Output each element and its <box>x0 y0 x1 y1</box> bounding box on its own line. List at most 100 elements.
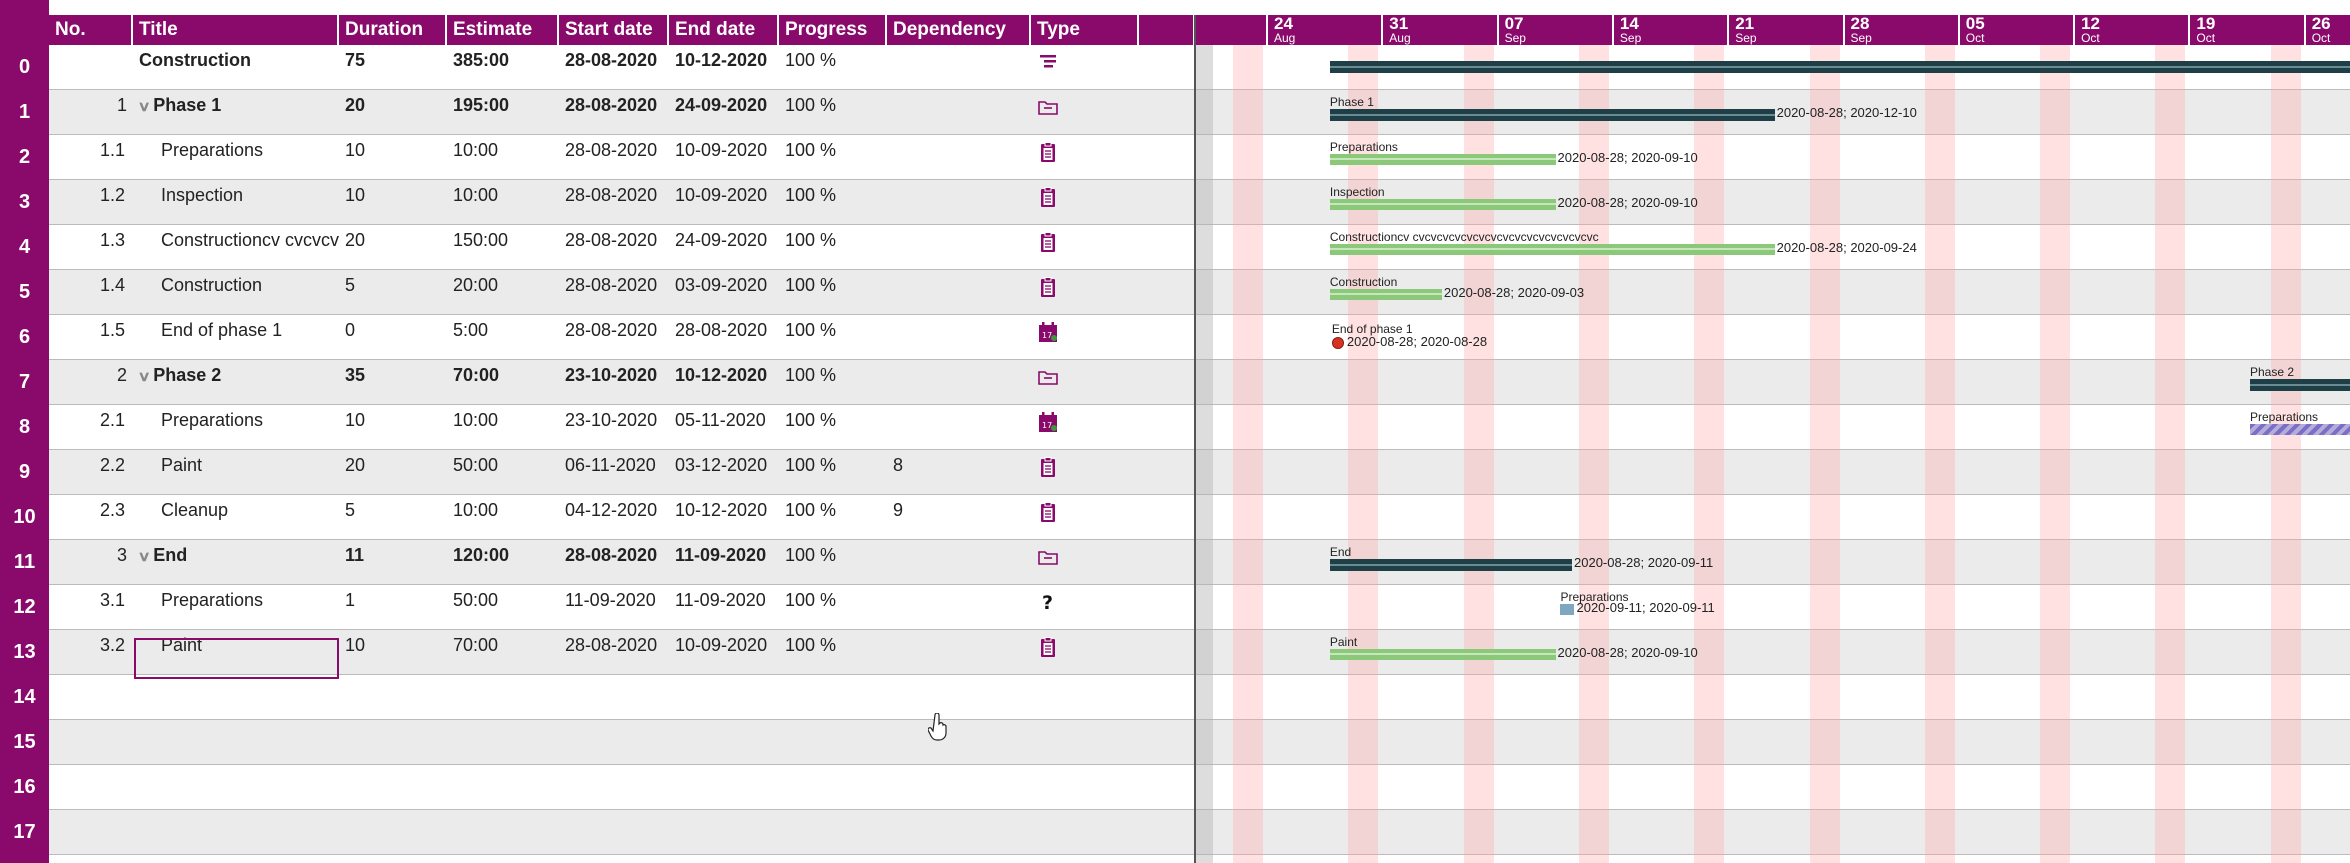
table-row[interactable]: Construction 75 385:00 28-08-2020 10-12-2020… <box>49 45 1195 90</box>
task-duration[interactable]: 10 <box>345 140 366 160</box>
task-type[interactable] <box>1031 270 1139 315</box>
table-row[interactable]: 1.4 Construction 5 20:00 28-08-2020 03-09-202… <box>49 270 1195 315</box>
gantt-bar[interactable] <box>1329 154 1556 165</box>
row-number[interactable]: 10 <box>13 506 36 528</box>
row-number[interactable]: 1 <box>18 101 31 123</box>
task-duration[interactable]: 20 <box>345 455 366 475</box>
task-dependency[interactable] <box>887 405 1031 450</box>
gantt-bar[interactable] <box>1329 61 2350 73</box>
task-type[interactable]: 17 <box>1031 405 1139 450</box>
column-header-end[interactable]: End date <box>669 15 779 45</box>
task-type[interactable] <box>1031 630 1139 675</box>
table-row[interactable]: 2.1 Preparations 10 10:00 23-10-2020 05-11-20… <box>49 405 1195 450</box>
task-type[interactable] <box>1031 225 1139 270</box>
row-number[interactable]: 15 <box>13 731 36 753</box>
table-row[interactable] <box>49 720 1195 765</box>
task-duration[interactable]: 35 <box>345 365 366 385</box>
table-row[interactable] <box>49 675 1195 720</box>
task-title[interactable]: Preparations <box>133 585 339 630</box>
task-title[interactable]: Paint <box>133 450 339 495</box>
chevron-down-icon[interactable]: ∨ <box>137 548 151 564</box>
task-type[interactable]: 17 <box>1031 315 1139 360</box>
task-duration[interactable]: 1 <box>345 590 356 610</box>
task-start[interactable]: 28-08-2020 <box>565 140 658 160</box>
table-row[interactable] <box>49 810 1195 855</box>
table-row[interactable]: 2 ∨ Phase 2 35 70:00 23-10-2020 10-12-2020 100 … <box>49 360 1195 405</box>
gantt-bar[interactable] <box>2250 424 2350 435</box>
task-duration[interactable]: 5 <box>345 275 356 295</box>
task-estimate[interactable]: 20:00 <box>453 275 499 295</box>
task-start[interactable]: 28-08-2020 <box>565 275 658 295</box>
task-dependency[interactable] <box>887 270 1031 315</box>
gantt-bar[interactable] <box>1560 604 1575 615</box>
task-type[interactable] <box>1031 45 1139 90</box>
task-estimate[interactable]: 385:00 <box>453 50 510 70</box>
task-end[interactable]: 10-09-2020 <box>675 185 768 205</box>
task-dependency[interactable] <box>887 585 1031 630</box>
row-number[interactable]: 6 <box>18 326 31 348</box>
task-start[interactable]: 28-08-2020 <box>565 635 658 655</box>
task-dependency[interactable] <box>887 135 1031 180</box>
task-type[interactable] <box>1031 180 1139 225</box>
task-duration[interactable]: 20 <box>345 230 366 250</box>
task-start[interactable]: 04-12-2020 <box>565 500 658 520</box>
gantt-bar[interactable] <box>2250 379 2350 391</box>
task-estimate[interactable]: 10:00 <box>453 140 499 160</box>
task-type[interactable]: ? <box>1031 585 1139 630</box>
column-header-title[interactable]: Title <box>133 15 339 45</box>
row-number[interactable]: 2 <box>18 146 31 168</box>
task-duration[interactable]: 10 <box>345 185 366 205</box>
task-estimate[interactable]: 195:00 <box>453 95 510 115</box>
task-title[interactable]: Inspection <box>133 180 339 225</box>
task-end[interactable]: 03-09-2020 <box>675 275 768 295</box>
task-end[interactable]: 03-12-2020 <box>675 455 768 475</box>
task-title[interactable]: Preparations <box>133 405 339 450</box>
task-type[interactable] <box>1031 360 1139 405</box>
row-number[interactable]: 17 <box>13 821 36 843</box>
row-number[interactable]: 11 <box>13 551 36 573</box>
task-estimate[interactable]: 5:00 <box>453 320 489 340</box>
task-start[interactable]: 06-11-2020 <box>565 455 656 475</box>
chevron-down-icon[interactable]: ∨ <box>137 98 151 114</box>
task-dependency[interactable] <box>887 630 1031 675</box>
task-dependency[interactable] <box>887 360 1031 405</box>
task-start[interactable]: 23-10-2020 <box>565 410 658 430</box>
task-estimate[interactable]: 10:00 <box>453 410 499 430</box>
task-title[interactable]: Paint <box>133 630 339 675</box>
row-number[interactable]: 5 <box>18 281 31 303</box>
task-dependency[interactable] <box>887 315 1031 360</box>
task-end[interactable]: 10-12-2020 <box>675 500 768 520</box>
task-estimate[interactable]: 10:00 <box>453 500 499 520</box>
row-number[interactable]: 4 <box>18 236 31 258</box>
task-type[interactable] <box>1031 495 1139 540</box>
task-end[interactable]: 11-09-2020 <box>675 590 766 610</box>
task-end[interactable]: 11-09-2020 <box>675 545 767 565</box>
task-start[interactable]: 28-08-2020 <box>565 95 658 115</box>
task-dependency[interactable] <box>887 225 1031 270</box>
task-estimate[interactable]: 120:00 <box>453 545 510 565</box>
task-title[interactable]: Preparations <box>133 135 339 180</box>
row-number[interactable]: 14 <box>13 686 36 708</box>
row-number[interactable]: 9 <box>18 461 31 483</box>
column-header-no[interactable]: No. <box>49 15 133 45</box>
task-title[interactable]: ∨ Phase 1 <box>133 90 339 135</box>
table-row[interactable]: 1.3 Constructioncv cvcvcvc 20 150:00 28-08-2… <box>49 225 1195 270</box>
task-end[interactable]: 10-12-2020 <box>675 365 768 385</box>
table-row[interactable] <box>49 765 1195 810</box>
task-estimate[interactable]: 50:00 <box>453 590 499 610</box>
task-estimate[interactable]: 70:00 <box>453 635 499 655</box>
column-header-duration[interactable]: Duration <box>339 15 447 45</box>
task-start[interactable]: 28-08-2020 <box>565 545 658 565</box>
task-dependency[interactable] <box>887 45 1031 90</box>
task-estimate[interactable]: 50:00 <box>453 455 499 475</box>
gantt-bar[interactable] <box>1329 289 1442 300</box>
column-header-start[interactable]: Start date <box>559 15 669 45</box>
task-end[interactable]: 28-08-2020 <box>675 320 768 340</box>
task-duration[interactable]: 10 <box>345 410 366 430</box>
chevron-down-icon[interactable]: ∨ <box>137 368 151 384</box>
task-title[interactable]: Cleanup <box>133 495 339 540</box>
task-duration[interactable]: 0 <box>345 320 356 340</box>
row-number[interactable]: 16 <box>13 776 36 798</box>
task-end[interactable]: 24-09-2020 <box>675 230 768 250</box>
task-end[interactable]: 05-11-2020 <box>675 410 766 430</box>
